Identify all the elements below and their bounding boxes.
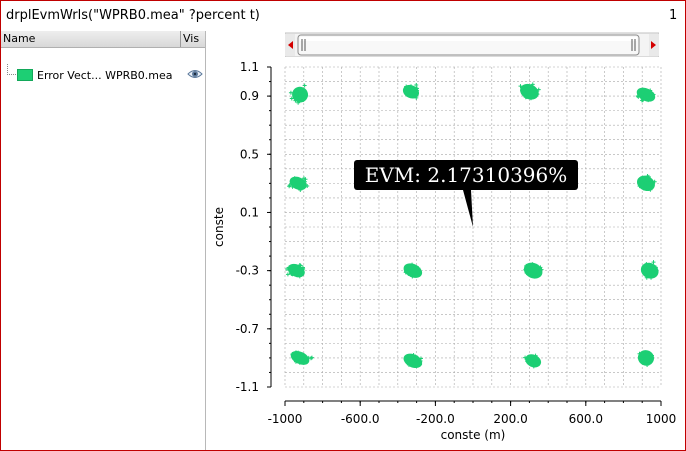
x-axis-label: conste (m) <box>441 428 506 442</box>
scroll-right-arrow-icon[interactable] <box>649 34 659 56</box>
constellation-point <box>403 262 423 279</box>
constellation-point <box>402 82 420 100</box>
constellation-point <box>403 353 423 369</box>
tree-connector <box>7 64 16 75</box>
x-tick-label: 1000 <box>646 412 677 426</box>
constellation-point <box>637 350 655 368</box>
window-title: drplEvmWrls("WPRB0.mea" ?percent t) <box>6 8 260 23</box>
tooltip-pointer <box>463 190 473 227</box>
y-tick-label: 0.9 <box>240 89 259 103</box>
y-tick-label: 1.1 <box>240 60 259 74</box>
constellation-point <box>523 353 542 369</box>
scroll-left-arrow-icon[interactable] <box>285 34 295 56</box>
legend-panel: Name Vis Error Vect... WPRB0.mea <box>1 31 206 450</box>
x-tick-label: -600.0 <box>341 412 380 426</box>
scroll-thumb[interactable] <box>297 34 640 56</box>
y-tick-label: -0.7 <box>236 322 259 336</box>
y-tick-label: 0.1 <box>240 205 259 219</box>
title-bar: drplEvmWrls("WPRB0.mea" ?percent t) 1 <box>1 1 685 31</box>
y-tick-label: 0.5 <box>240 147 259 161</box>
constellation-point <box>285 262 306 279</box>
constellation-plot[interactable]: 1.1 0.9 0.5 0.1 -0.3 -0.7 -1.1 -1000 -600.0 -200.… <box>207 57 685 450</box>
x-tick-label: 600.0 <box>569 412 603 426</box>
constellation-point <box>523 262 544 279</box>
y-tick-label: -1.1 <box>236 380 259 394</box>
constellation-point <box>635 87 656 103</box>
x-tick-label: 200.0 <box>493 412 527 426</box>
x-tick-label: -200.0 <box>416 412 455 426</box>
eye-icon[interactable] <box>187 68 203 80</box>
legend-color-swatch <box>17 69 33 81</box>
legend-item-label[interactable]: Error Vect... WPRB0.mea <box>37 69 173 82</box>
x-scroll-slider[interactable] <box>285 31 659 57</box>
constellation-point <box>288 83 309 105</box>
constellation-point <box>518 82 541 101</box>
window-number: 1 <box>669 8 678 23</box>
column-header-vis[interactable]: Vis <box>183 32 200 45</box>
constellation-point <box>640 260 659 280</box>
y-tick-label: -0.3 <box>236 264 259 278</box>
column-header-name[interactable]: Name <box>3 32 36 45</box>
column-divider[interactable] <box>180 31 181 47</box>
x-tick-label: -1000 <box>268 412 303 426</box>
constellation-point <box>290 350 314 365</box>
constellation-point <box>636 174 657 192</box>
constellation-point <box>287 176 310 193</box>
y-axis-label: conste <box>212 207 226 247</box>
legend-header: Name Vis <box>1 31 205 48</box>
evm-tooltip: EVM: 2.17310396% <box>354 160 578 190</box>
